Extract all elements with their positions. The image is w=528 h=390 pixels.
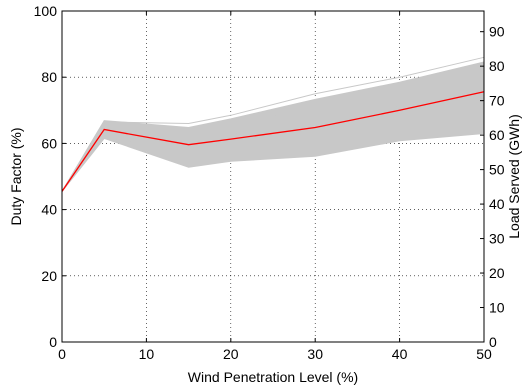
y2-tick-label: 90 bbox=[489, 24, 505, 40]
y-tick-label: 80 bbox=[41, 69, 57, 85]
x-tick-label: 50 bbox=[476, 346, 492, 362]
y2-tick-label: 0 bbox=[489, 334, 497, 350]
simulation-line bbox=[61, 123, 485, 192]
y2-tick-label: 20 bbox=[489, 265, 505, 281]
grid-lines bbox=[62, 11, 484, 342]
simulation-line bbox=[61, 133, 485, 192]
simulation-band-fill bbox=[62, 62, 484, 192]
x-tick-labels: 0 10 20 30 40 50 bbox=[58, 346, 492, 362]
x-tick-label: 10 bbox=[139, 346, 155, 362]
y2-tick-label: 30 bbox=[489, 231, 505, 247]
y-tick-label: 0 bbox=[49, 334, 57, 350]
simulation-line bbox=[61, 104, 485, 192]
x-tick-label: 20 bbox=[223, 346, 239, 362]
y2-tick-labels: 0 10 20 30 40 50 60 70 80 90 bbox=[489, 24, 505, 350]
simulation-line bbox=[61, 76, 485, 192]
simulation-line bbox=[61, 128, 485, 192]
simulation-line bbox=[61, 86, 485, 192]
y2-tick-label: 50 bbox=[489, 162, 505, 178]
y-tick-label: 60 bbox=[41, 135, 57, 151]
simulation-sample-lines bbox=[61, 56, 485, 192]
y2-tick-label: 70 bbox=[489, 93, 505, 109]
x-tick-label: 0 bbox=[58, 346, 66, 362]
y-tick-label: 40 bbox=[41, 202, 57, 218]
simulation-line bbox=[61, 61, 485, 192]
tick-marks bbox=[61, 10, 485, 343]
y-tick-label: 20 bbox=[41, 268, 57, 284]
y2-tick-label: 40 bbox=[489, 196, 505, 212]
simulation-line bbox=[61, 70, 485, 192]
simulation-line bbox=[61, 116, 485, 192]
x-axis-label: Wind Penetration Level (%) bbox=[188, 369, 358, 385]
y-tick-labels: 0 20 40 60 80 100 bbox=[34, 3, 58, 350]
plot-frame bbox=[61, 10, 485, 343]
y-tick-label: 100 bbox=[34, 3, 58, 19]
simulation-band bbox=[62, 62, 484, 192]
mean-line-layer bbox=[61, 91, 485, 192]
y2-tick-label: 10 bbox=[489, 300, 505, 316]
y-axis-label: Duty Factor (%) bbox=[8, 127, 24, 225]
y2-axis-label: Load Served (GWh) bbox=[506, 114, 522, 239]
x-tick-label: 40 bbox=[392, 346, 408, 362]
x-tick-label: 30 bbox=[307, 346, 323, 362]
simulation-line bbox=[61, 56, 485, 192]
y2-tick-label: 60 bbox=[489, 127, 505, 143]
mean-line bbox=[61, 91, 485, 192]
y2-tick-label: 80 bbox=[489, 58, 505, 74]
